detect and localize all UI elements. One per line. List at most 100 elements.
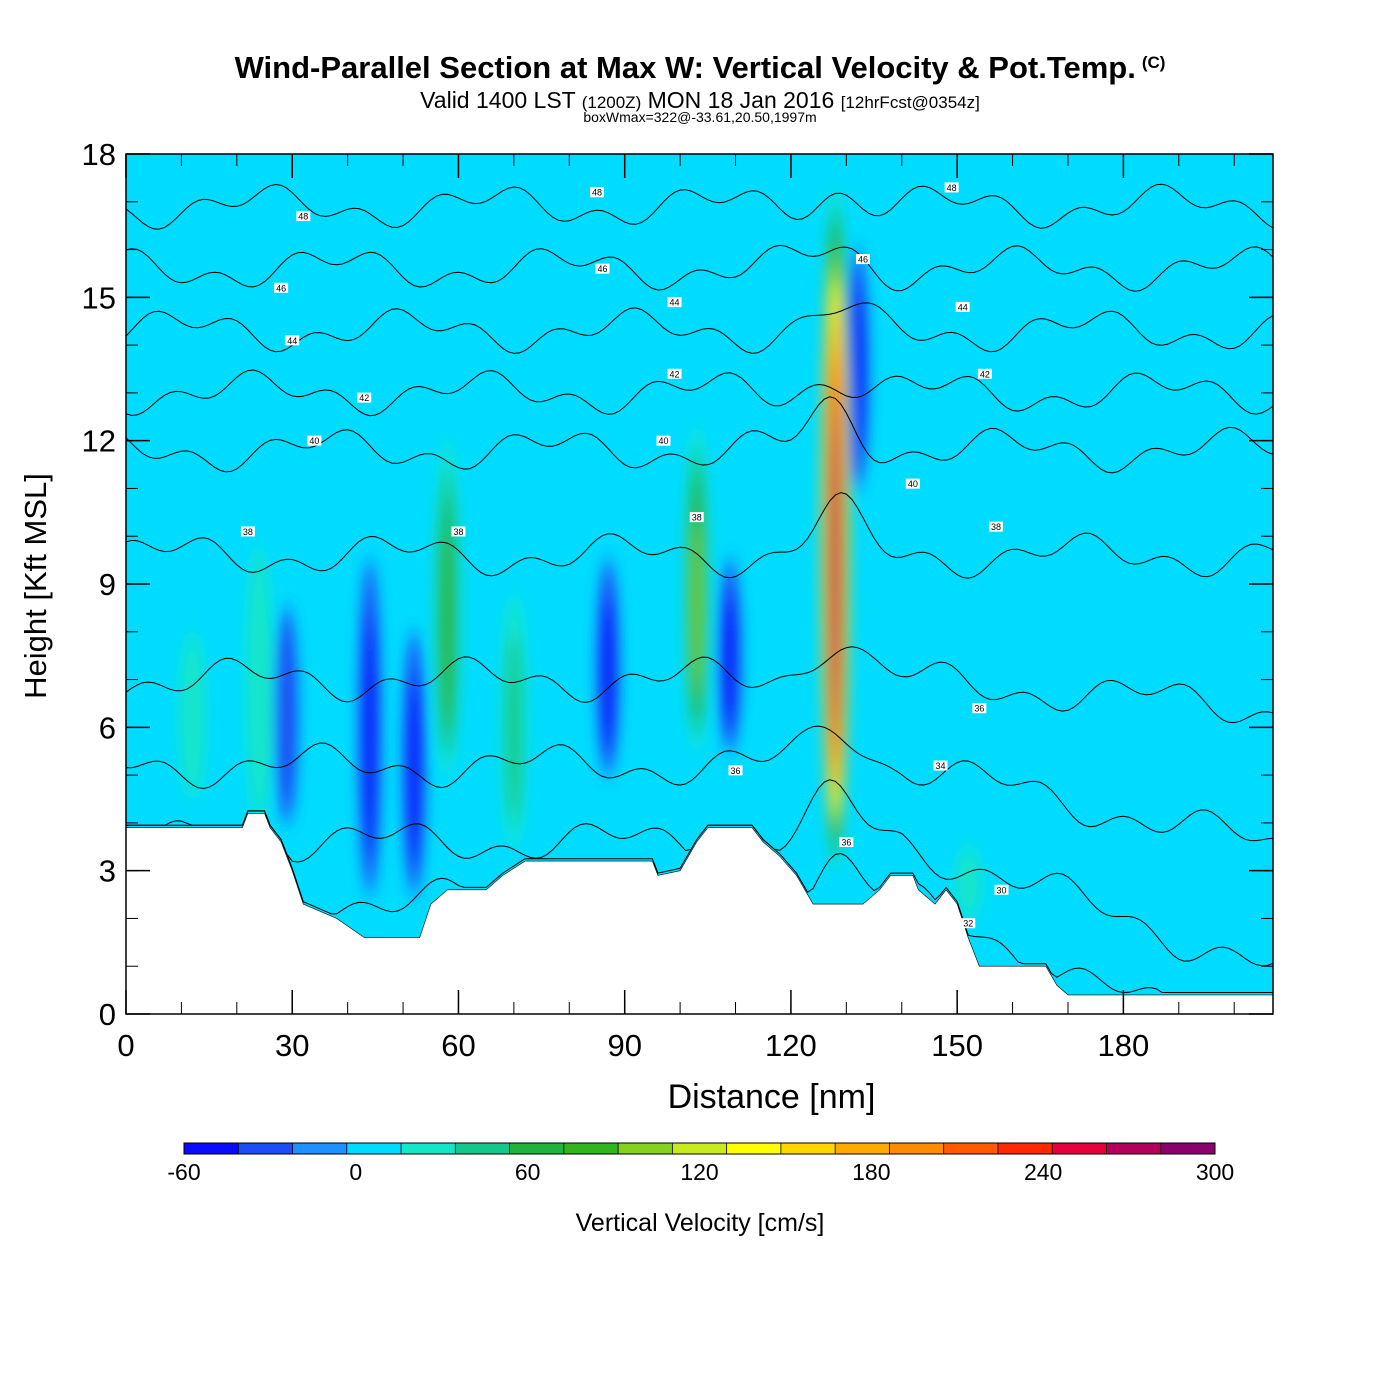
contour-label-text: 46 xyxy=(858,255,868,265)
y-tick-label: 3 xyxy=(99,854,116,889)
colorbar-swatch xyxy=(1052,1143,1107,1154)
contour-label-text: 36 xyxy=(841,838,851,848)
colorbar-swatch xyxy=(672,1143,728,1154)
colorbar-tick-label: 0 xyxy=(349,1159,362,1185)
colorbar-tick-label: 180 xyxy=(852,1159,890,1185)
updraft-cell xyxy=(245,545,272,823)
y-tick-label: 9 xyxy=(99,567,116,602)
isentrope-42 xyxy=(126,369,1273,417)
downdraft-cell xyxy=(358,560,381,895)
colorbar-swatch xyxy=(780,1143,836,1154)
contour-label-text: 48 xyxy=(298,212,308,222)
contour-label: 32 xyxy=(961,918,976,929)
downdraft-cell xyxy=(846,249,869,489)
terrain xyxy=(126,813,1273,1014)
colorbar-swatch xyxy=(726,1143,782,1154)
contour-label-text: 36 xyxy=(974,704,984,714)
isentrope-36 xyxy=(126,646,1273,724)
contour-label-text: 30 xyxy=(996,885,1006,895)
y-tick-label: 0 xyxy=(99,997,116,1032)
colorbar-swatch xyxy=(238,1143,294,1154)
contour-label-text: 32 xyxy=(963,919,973,929)
colorbar-swatch xyxy=(509,1143,565,1154)
contour-label-text: 42 xyxy=(670,369,680,379)
contour-label: 48 xyxy=(589,187,604,198)
updraft-cell xyxy=(955,846,982,919)
x-tick-label: 30 xyxy=(275,1028,309,1063)
x-tick-label: 120 xyxy=(765,1028,817,1063)
contour-label-text: 38 xyxy=(453,527,463,537)
colorbar-swatch xyxy=(346,1143,402,1154)
contour-label: 34 xyxy=(933,760,948,771)
contour-label: 38 xyxy=(689,512,704,523)
contour-label: 38 xyxy=(988,521,1003,532)
contour-label-text: 42 xyxy=(980,369,990,379)
contour-label: 40 xyxy=(905,478,920,489)
contour-label-text: 44 xyxy=(287,336,297,346)
updraft-level-39 xyxy=(505,632,522,823)
colorbar-tick-label: 120 xyxy=(680,1159,718,1185)
contour-label-text: 34 xyxy=(936,761,946,771)
terrain-mask xyxy=(126,813,1273,1014)
y-tick-label: 12 xyxy=(82,424,116,459)
forecast-info: [12hrFcst@0354z] xyxy=(840,93,980,112)
copyright-mark: (C) xyxy=(1141,53,1166,72)
updraft-cell xyxy=(500,593,527,847)
contour-label-text: 40 xyxy=(309,436,319,446)
colorbar-swatch xyxy=(1160,1143,1216,1154)
contour-label: 44 xyxy=(285,335,300,346)
contour-label: 36 xyxy=(972,703,987,714)
contour-label: 42 xyxy=(977,368,992,379)
contour-label-text: 38 xyxy=(692,513,702,523)
updraft-level-20 xyxy=(955,846,982,919)
chart-title-text: Wind-Parallel Section at Max W: Vertical… xyxy=(234,50,1136,85)
isentrope-38 xyxy=(126,492,1273,579)
isentrope-34 xyxy=(126,725,1273,842)
updraft-cell xyxy=(434,440,461,776)
updraft-level-304 xyxy=(832,434,839,717)
contour-label-text: 40 xyxy=(908,479,918,489)
downdraft-level--39 xyxy=(363,611,377,863)
x-tick-label: 180 xyxy=(1098,1028,1150,1063)
downdraft-level--39 xyxy=(723,589,737,733)
contour-label: 42 xyxy=(357,392,372,403)
box-max-info: boxWmax=322@-33.61,20.50,1997m xyxy=(583,109,817,125)
contour-labels: 48 48 48 46 46 46 44 44 44 42 42 42 40 40 40 38 38 38 38 36… xyxy=(240,182,1009,929)
isentrope-46 xyxy=(126,244,1273,292)
colorbar-swatch xyxy=(943,1143,999,1154)
contour-label-text: 38 xyxy=(243,527,253,537)
colorbar: -60 0 60 120 180 240 300 xyxy=(167,1142,1234,1185)
contour-label: 46 xyxy=(595,263,610,274)
colorbar-swatch xyxy=(401,1143,456,1154)
downdraft-cell xyxy=(597,560,620,776)
x-tick-label: 0 xyxy=(117,1028,134,1063)
y-tick-label: 6 xyxy=(99,710,116,745)
colorbar-tick-label: -60 xyxy=(167,1159,200,1185)
contour-label-text: 40 xyxy=(658,436,668,446)
colorbar-swatch xyxy=(184,1143,239,1154)
contour-label-text: 48 xyxy=(592,188,602,198)
contour-label: 38 xyxy=(240,526,255,537)
contour-label: 48 xyxy=(296,211,311,222)
contour-label-text: 36 xyxy=(731,766,741,776)
valid-time: Valid 1400 LST xyxy=(420,87,576,113)
downdraft-level--20 xyxy=(275,607,298,823)
contour-label: 46 xyxy=(855,254,870,265)
y-axis-label: Height [Kft MSL] xyxy=(18,473,53,699)
x-tick-label: 60 xyxy=(441,1028,475,1063)
contour-label: 36 xyxy=(839,837,854,848)
contour-label: 38 xyxy=(451,526,466,537)
chart-title: Wind-Parallel Section at Max W: Vertical… xyxy=(0,50,1400,86)
contour-label-text: 42 xyxy=(359,393,369,403)
colorbar-swatch xyxy=(1106,1143,1162,1154)
contour-label: 44 xyxy=(955,301,970,312)
colorbar-swatch xyxy=(835,1143,890,1154)
x-tick-label: 150 xyxy=(931,1028,983,1063)
updraft-cell xyxy=(179,631,206,800)
contour-label: 44 xyxy=(667,297,682,308)
contour-label: 42 xyxy=(667,368,682,379)
valid-date: MON 18 Jan 2016 xyxy=(647,87,835,113)
y-tick-label: 15 xyxy=(82,280,116,315)
